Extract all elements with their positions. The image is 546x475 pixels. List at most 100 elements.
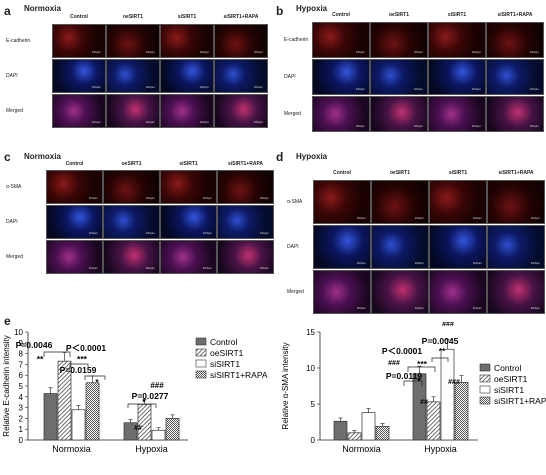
micrograph-tile: 100μm	[46, 205, 103, 239]
significance-label: ###	[448, 379, 460, 386]
scale-bar-label: 100μm	[91, 85, 101, 89]
micrograph-tile: 100μm	[487, 270, 545, 314]
column-header: Control	[70, 14, 88, 20]
legend-label: oeSIRT1	[210, 348, 244, 358]
scale-bar-label: 100μm	[530, 306, 540, 310]
scale-bar-label: 100μm	[88, 266, 98, 270]
panel-letter-c: c	[4, 150, 11, 164]
column-header: siSIRT1+RAPA	[498, 170, 534, 176]
significance-label: P=0.0045	[422, 336, 459, 346]
legend-swatch	[479, 385, 491, 394]
micrograph-tile: 100μm	[160, 94, 214, 128]
bar	[71, 409, 86, 441]
scale-bar-label: 100μm	[414, 306, 424, 310]
scale-bar-label: 100μm	[145, 50, 155, 54]
micrograph-tile: 100μm	[428, 22, 486, 58]
significance-label: P＜0.0001	[66, 343, 106, 353]
y-tick-label: 5	[311, 400, 316, 409]
micrograph-tile: 100μm	[217, 240, 274, 274]
scale-bar-label: 100μm	[145, 196, 155, 200]
scale-bar-label: 100μm	[355, 50, 365, 54]
micrograph-tile: 100μm	[486, 96, 544, 132]
column-header: siSIRT1+RAPA	[497, 12, 533, 18]
scale-bar-label: 100μm	[259, 231, 269, 235]
micrograph-tile: 100μm	[217, 205, 274, 239]
column-header: siSIRT1	[179, 161, 198, 167]
scale-bar-label: 100μm	[471, 50, 481, 54]
scale-bar-label: 100μm	[145, 85, 155, 89]
micrograph-tile: 100μm	[487, 225, 545, 269]
scale-bar-label: 100μm	[259, 196, 269, 200]
bar	[347, 432, 362, 441]
significance-bracket	[407, 366, 436, 372]
legend-label: siSIRT1	[210, 359, 240, 369]
micrograph-tile: 100μm	[312, 59, 370, 95]
legend-swatch	[195, 337, 207, 346]
significance-bracket	[403, 380, 423, 386]
x-tick-label: Hypoxia	[424, 444, 457, 454]
micrograph-tile: 100μm	[486, 22, 544, 58]
legend-label: Control	[210, 337, 238, 347]
legend-label: siSIRT1+RAPA	[494, 396, 546, 406]
column-header: oeSIRT1	[121, 161, 142, 167]
panel-letter-a: a	[4, 4, 11, 18]
micrograph-tile: 100μm	[160, 205, 217, 239]
bar	[57, 360, 72, 441]
column-header: oeSIRT1	[389, 170, 410, 176]
row-label: E-cadherin	[6, 38, 31, 44]
bar	[440, 348, 455, 441]
scale-bar-label: 100μm	[199, 85, 209, 89]
bar	[85, 382, 100, 441]
significance-label: ***	[417, 359, 428, 369]
scale-bar-label: 100μm	[202, 196, 212, 200]
column-header: siSIRT1	[177, 14, 197, 20]
bar	[426, 401, 441, 441]
micrograph-tile: 100μm	[371, 270, 429, 314]
alpha-sma-chart: 0 5 10 15 Relative α-SMA intensity Normoxia Hy…	[281, 322, 546, 454]
micrograph-tile: 100μm	[160, 24, 214, 58]
y-axis-label: Relative α-SMA intensity	[281, 343, 290, 430]
bar	[43, 393, 58, 441]
micrograph-tile: 100μm	[313, 180, 371, 224]
significance-label: ###	[442, 322, 454, 328]
significance-label: ***	[77, 354, 88, 364]
scale-bar-label: 100μm	[259, 266, 269, 270]
x-tick-label: Hypoxia	[135, 444, 168, 454]
panel-letter-e: e	[4, 314, 11, 328]
scale-bar-label: 100μm	[414, 216, 424, 220]
y-tick-label: 2	[19, 414, 24, 423]
scale-bar-label: 100μm	[253, 50, 263, 54]
y-tick-label: 7	[19, 360, 24, 369]
micrograph-tile: 100μm	[160, 170, 217, 204]
scale-bar-label: 100μm	[530, 261, 540, 265]
significance-label: ##	[420, 399, 428, 406]
bar	[137, 404, 152, 441]
legend-label: Control	[494, 363, 522, 373]
scale-bar-label: 100μm	[413, 87, 423, 91]
significance-label: P=0.0159	[60, 365, 97, 375]
column-header: Control	[65, 161, 84, 167]
column-header: oeSIRT1	[122, 14, 143, 20]
panel-letter-b: b	[276, 4, 284, 18]
scale-bar-label: 100μm	[472, 216, 482, 220]
row-label: DAPI	[6, 73, 18, 79]
scale-bar-label: 100μm	[355, 87, 365, 91]
significance-label: P=0.0277	[132, 391, 169, 401]
micrograph-tile: 100μm	[429, 270, 487, 314]
significance-label: *	[142, 397, 146, 407]
legend-swatch	[479, 396, 491, 405]
legend-label: siSIRT1+RAPA	[210, 370, 268, 380]
x-tick-label: Normoxia	[52, 444, 91, 454]
bar	[375, 425, 390, 441]
micrograph-tile: 100μm	[52, 24, 106, 58]
micrograph-tile: 100μm	[52, 59, 106, 93]
row-label: DAPI	[6, 219, 18, 225]
scale-bar-label: 100μm	[356, 261, 366, 265]
scale-bar-label: 100μm	[413, 124, 423, 128]
scale-bar-label: 100μm	[199, 50, 209, 54]
y-tick-label: 6	[19, 371, 24, 380]
panel-letter-d: d	[276, 150, 284, 164]
bar	[151, 429, 166, 441]
bar	[361, 412, 376, 441]
